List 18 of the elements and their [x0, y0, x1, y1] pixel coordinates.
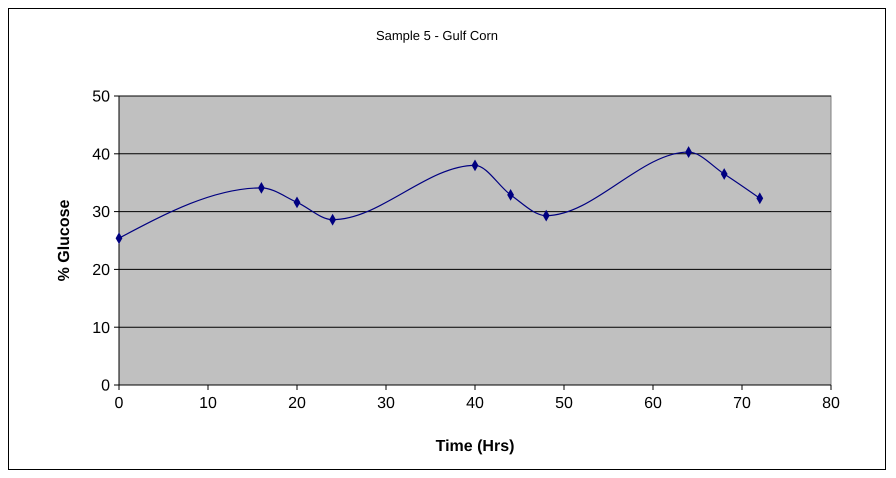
x-tick-label: 60: [644, 395, 662, 412]
x-tick-label: 20: [288, 395, 306, 412]
chart-title: Sample 5 - Gulf Corn: [376, 28, 498, 43]
x-tick-label: 10: [199, 395, 217, 412]
y-tick-label: 30: [92, 204, 110, 222]
x-tick-label: 70: [733, 395, 751, 412]
y-tick-label: 20: [92, 262, 110, 279]
y-tick-label: 10: [92, 320, 110, 337]
x-axis-title: Time (Hrs): [436, 438, 514, 455]
x-tick-label: 80: [822, 395, 840, 412]
y-axis-title: % Glucose: [56, 200, 73, 282]
x-tick-label: 50: [555, 395, 573, 412]
y-tick-label: 40: [92, 146, 110, 164]
x-tick-label: 30: [377, 395, 395, 412]
y-tick-label: 50: [92, 88, 110, 106]
x-tick-label: 0: [114, 395, 124, 412]
x-tick-label: 40: [466, 395, 484, 412]
y-tick-label: 0: [101, 378, 110, 395]
